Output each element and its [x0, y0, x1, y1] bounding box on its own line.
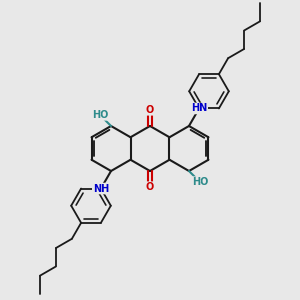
Text: HN: HN [191, 103, 207, 113]
Text: NH: NH [93, 184, 109, 194]
Text: O: O [146, 105, 154, 115]
Text: HO: HO [192, 177, 208, 187]
Text: HO: HO [92, 110, 108, 120]
Text: O: O [146, 182, 154, 192]
